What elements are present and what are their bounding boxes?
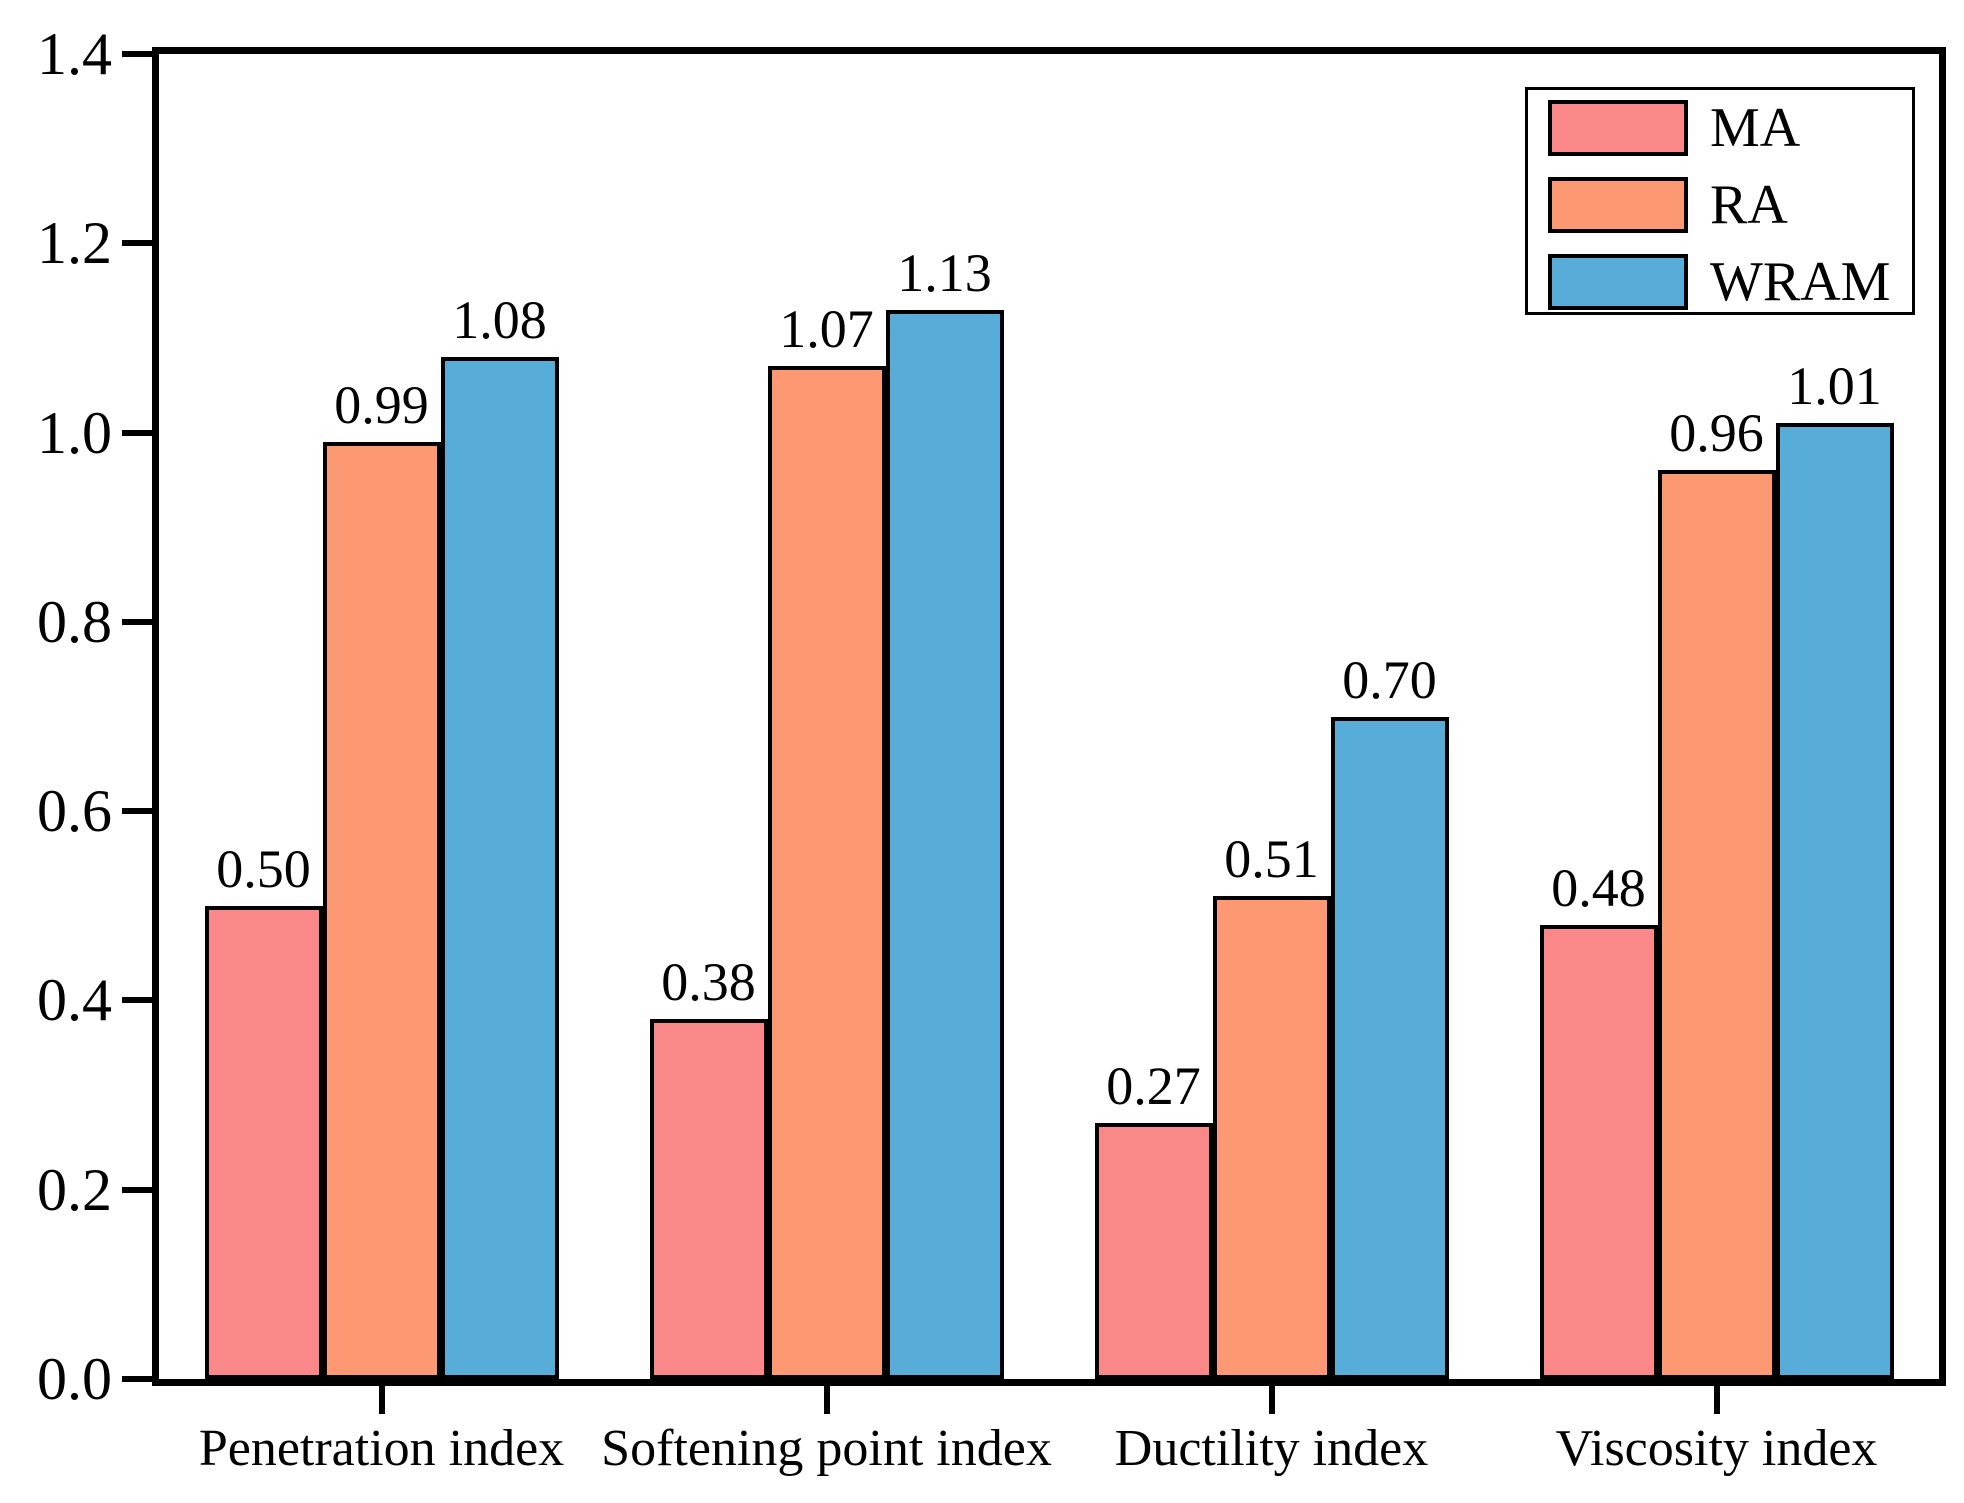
category-label: Viscosity index xyxy=(1555,1420,1878,1477)
legend-row-ra: RA xyxy=(1548,177,1912,233)
legend-label: RA xyxy=(1710,174,1788,236)
bar-value-label: 1.01 xyxy=(1787,356,1882,417)
bar-wram-2 xyxy=(885,309,1004,1379)
bar-value-label: 0.70 xyxy=(1342,649,1437,710)
legend-swatch-wram xyxy=(1548,254,1688,310)
bars-layer: 0.50 0.38 0.27 0.48 0.99 1.07 0.51 0.96 1.08 1.13… xyxy=(159,54,1939,1379)
bar-value-label: 1.07 xyxy=(779,299,874,360)
category-label: Ductility index xyxy=(1114,1420,1429,1477)
bar-value-label: 1.13 xyxy=(897,242,992,303)
x-tick xyxy=(378,1386,385,1414)
bar-value-label: 0.48 xyxy=(1551,857,1646,918)
category-label: Penetration index xyxy=(198,1420,565,1477)
bar-value-label: 0.51 xyxy=(1224,829,1319,890)
y-tick xyxy=(122,240,152,247)
legend-label: MA xyxy=(1710,97,1801,159)
bar-ma-2 xyxy=(649,1019,768,1379)
bar-value-label: 0.96 xyxy=(1669,403,1764,464)
category-label: Softening point index xyxy=(601,1420,1052,1477)
bar-value-label: 1.08 xyxy=(452,289,547,350)
y-tick-label: 0.2 xyxy=(37,1156,112,1223)
y-tick-label: 1.4 xyxy=(37,21,112,87)
legend-swatch-ma xyxy=(1548,100,1688,156)
y-tick-label: 0.4 xyxy=(37,967,112,1034)
legend-row-ma: MA xyxy=(1548,100,1912,156)
bar-ra-2 xyxy=(767,366,886,1379)
legend-label: WRAM xyxy=(1710,251,1891,313)
y-tick xyxy=(122,618,152,625)
bar-ma-3 xyxy=(1094,1123,1213,1379)
bar-value-label: 0.50 xyxy=(216,838,311,899)
y-tick-label: 1.0 xyxy=(37,399,112,466)
bar-value-label: 0.27 xyxy=(1106,1056,1201,1117)
x-tick xyxy=(823,1386,830,1414)
bar-wram-1 xyxy=(440,356,559,1379)
y-tick xyxy=(122,1186,152,1193)
legend-swatch-ra xyxy=(1548,177,1688,233)
bar-value-label: 0.99 xyxy=(334,375,429,436)
y-tick xyxy=(122,1376,152,1382)
bar-wram-3 xyxy=(1330,716,1449,1379)
y-tick xyxy=(122,808,152,815)
bar-value-label: 0.38 xyxy=(661,952,756,1013)
y-tick xyxy=(122,429,152,436)
y-tick xyxy=(122,51,152,57)
legend-row-wram: WRAM xyxy=(1548,254,1912,310)
x-tick xyxy=(1268,1386,1275,1414)
y-tick-label: 0.8 xyxy=(37,588,112,655)
y-tick xyxy=(122,997,152,1004)
bar-ma-4 xyxy=(1539,924,1658,1379)
legend: MA RA WRAM xyxy=(1525,87,1915,315)
bar-ra-3 xyxy=(1212,896,1331,1379)
x-tick xyxy=(1713,1386,1720,1414)
bar-ra-4 xyxy=(1657,470,1776,1379)
bar-ra-1 xyxy=(322,442,441,1379)
y-tick-label: 0.6 xyxy=(37,778,112,845)
y-tick-label: 0.0 xyxy=(37,1346,112,1412)
y-tick-label: 1.2 xyxy=(37,210,112,277)
bar-wram-4 xyxy=(1775,423,1894,1379)
bar-ma-1 xyxy=(204,905,323,1379)
